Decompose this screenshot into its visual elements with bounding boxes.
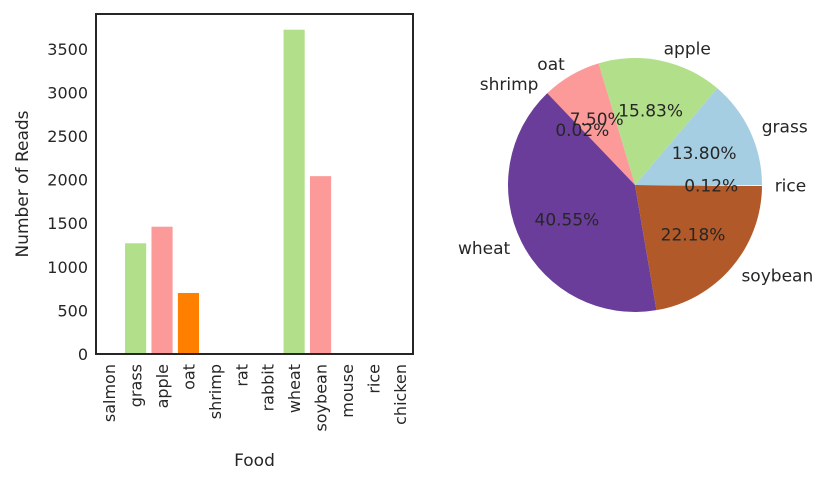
- x-axis-label: Food: [234, 451, 275, 471]
- x-tick-label-grass: grass: [127, 364, 146, 407]
- pie-label-oat: oat: [537, 55, 565, 75]
- y-tick-label: 2500: [47, 127, 88, 146]
- bar-axes-frame: [95, 13, 414, 355]
- x-tick-label-mouse: mouse: [338, 364, 357, 418]
- pie-pct-shrimp: 0.02%: [555, 121, 609, 141]
- x-tick-label-oat: oat: [179, 364, 198, 390]
- pie-slice-shrimp: [547, 93, 635, 185]
- bar-grass: [125, 243, 147, 354]
- pie-slice-apple: [598, 58, 718, 186]
- pie-slice-rice: [635, 185, 762, 186]
- pie-slice-wheat: [508, 93, 657, 312]
- bar-soybean: [309, 176, 332, 354]
- x-tick-label-apple: apple: [153, 364, 172, 408]
- x-tick-label-rabbit: rabbit: [259, 364, 278, 411]
- bar-oat: [177, 292, 200, 354]
- pie-label-soybean: soybean: [741, 266, 813, 286]
- pie-pct-wheat: 40.55%: [535, 210, 600, 230]
- bar-apple: [151, 226, 173, 354]
- pie-label-wheat: wheat: [458, 239, 511, 259]
- pie-pct-oat: 7.50%: [570, 110, 624, 130]
- x-tick-label-rice: rice: [364, 364, 383, 394]
- y-tick-label: 500: [57, 301, 88, 320]
- y-tick-label: 3500: [47, 40, 88, 59]
- x-tick-label-wheat: wheat: [285, 364, 304, 413]
- pie-pct-soybean: 22.18%: [661, 225, 726, 245]
- pie-label-shrimp: shrimp: [480, 75, 539, 95]
- y-tick-label: 1000: [47, 258, 88, 277]
- y-tick-label: 3000: [47, 83, 88, 102]
- pie-slice-soybean: [635, 185, 762, 311]
- pie-label-rice: rice: [775, 177, 807, 197]
- x-tick-label-shrimp: shrimp: [206, 364, 225, 419]
- x-tick-label-salmon: salmon: [100, 364, 119, 422]
- x-tick-label-soybean: soybean: [312, 364, 331, 432]
- y-tick-label: 2000: [47, 171, 88, 190]
- bar-chart: 0 500 1000 1500 2000 2500 3000 3500 salmon grass a…: [13, 13, 414, 471]
- pie-pct-rice: 0.12%: [684, 176, 738, 196]
- x-tick-label-rat: rat: [232, 364, 251, 387]
- bar-wheat: [283, 29, 305, 354]
- pie-chart: grass 13.80% apple 15.83% oat 7.50% shrimp 0.02…: [458, 39, 813, 312]
- pie-pct-apple: 15.83%: [618, 101, 683, 121]
- y-axis-label: Number of Reads: [13, 110, 33, 257]
- y-tick-label: 0: [78, 345, 88, 364]
- x-tick-label-chicken: chicken: [391, 364, 410, 425]
- pie-slice-grass: [635, 88, 762, 185]
- pie-pct-grass: 13.80%: [672, 144, 737, 164]
- y-tick-label: 1500: [47, 214, 88, 233]
- pie-label-apple: apple: [664, 39, 711, 59]
- pie-label-grass: grass: [762, 117, 808, 137]
- pie-slice-oat: [547, 63, 635, 185]
